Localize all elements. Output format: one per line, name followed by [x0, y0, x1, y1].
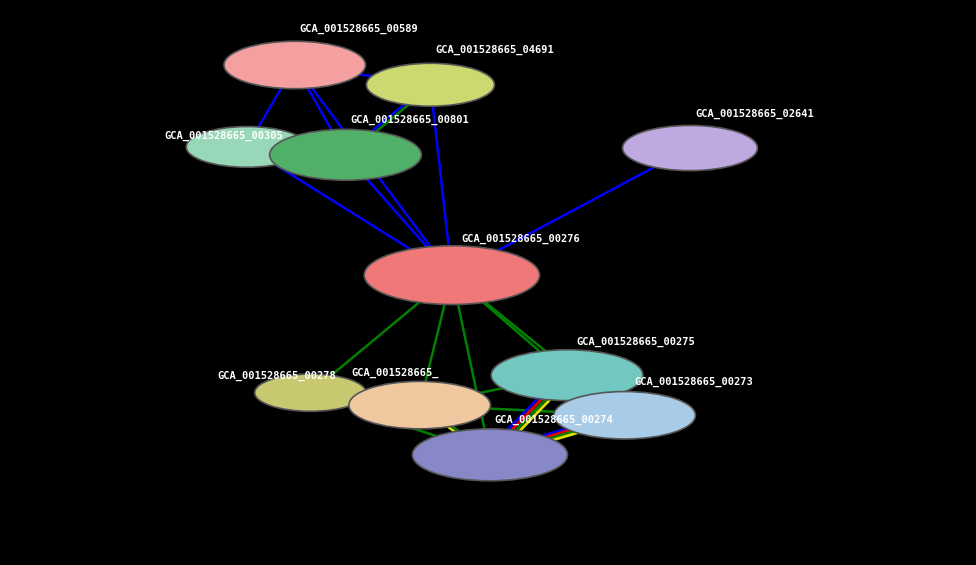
Ellipse shape	[255, 374, 366, 411]
Text: GCA_001528665_04691: GCA_001528665_04691	[435, 45, 554, 55]
Text: GCA_001528665_00276: GCA_001528665_00276	[462, 234, 581, 244]
Text: GCA_001528665_00278: GCA_001528665_00278	[218, 371, 337, 381]
Text: GCA_001528665_00801: GCA_001528665_00801	[350, 115, 469, 125]
Ellipse shape	[623, 125, 757, 171]
Text: GCA_001528665_02641: GCA_001528665_02641	[695, 108, 814, 119]
Ellipse shape	[364, 246, 540, 305]
Ellipse shape	[269, 129, 422, 180]
Text: GCA_001528665_00273: GCA_001528665_00273	[634, 377, 753, 387]
Ellipse shape	[224, 41, 366, 89]
Ellipse shape	[553, 392, 696, 439]
Ellipse shape	[348, 381, 491, 429]
Text: GCA_001528665_00305: GCA_001528665_00305	[164, 131, 283, 141]
Ellipse shape	[413, 429, 567, 481]
Text: GCA_001528665_00275: GCA_001528665_00275	[577, 337, 696, 347]
Ellipse shape	[366, 63, 495, 106]
Text: GCA_001528665_: GCA_001528665_	[351, 368, 439, 378]
Ellipse shape	[186, 127, 307, 167]
Text: GCA_001528665_00589: GCA_001528665_00589	[300, 24, 419, 34]
Ellipse shape	[491, 350, 643, 401]
Text: GCA_001528665_00274: GCA_001528665_00274	[495, 415, 614, 425]
